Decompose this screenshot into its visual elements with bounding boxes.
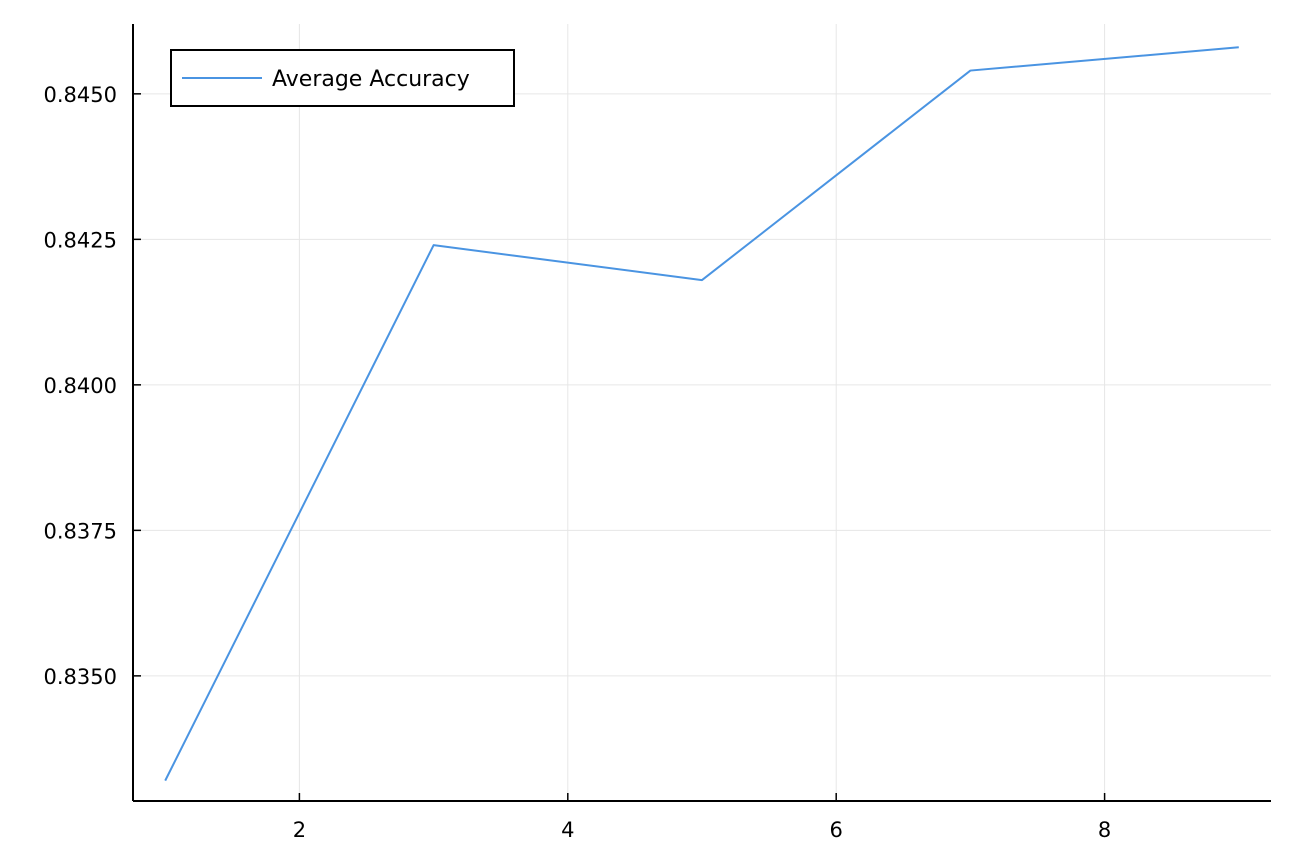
y-tick-label: 0.8350	[44, 665, 117, 689]
x-tick-label: 2	[293, 818, 306, 842]
y-tick-label: 0.8450	[44, 83, 117, 107]
tick-labels: 2 4 6 8 0.8350 0.8375 0.8400 0.8425 0.8450	[44, 83, 1112, 842]
x-tick-label: 8	[1098, 818, 1111, 842]
grid-lines	[133, 24, 1271, 801]
series-line-average-accuracy	[164, 46, 1239, 782]
tick-marks	[133, 93, 1106, 801]
y-tick-label: 0.8400	[44, 374, 117, 398]
y-tick-label: 0.8375	[44, 519, 117, 543]
axes	[132, 24, 1271, 802]
x-tick-label: 4	[561, 818, 574, 842]
series-group	[164, 46, 1239, 782]
legend-label-average-accuracy: Average Accuracy	[272, 67, 470, 92]
y-tick-label: 0.8425	[44, 228, 117, 252]
x-tick-label: 6	[830, 818, 843, 842]
legend: Average Accuracy	[170, 49, 515, 107]
